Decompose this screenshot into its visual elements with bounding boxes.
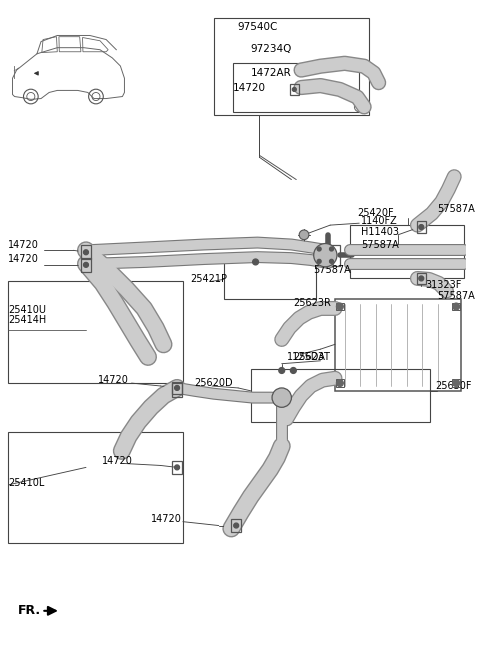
Bar (316, 244, 340, 266)
Bar (81, 258, 91, 271)
Circle shape (290, 368, 296, 373)
Text: 97540C: 97540C (237, 23, 277, 32)
Bar (290, 83, 299, 95)
Circle shape (84, 250, 88, 255)
Circle shape (419, 276, 424, 281)
Circle shape (330, 260, 334, 264)
Text: 57587A: 57587A (437, 291, 475, 301)
Bar (251, 369, 430, 422)
Text: 14720: 14720 (102, 455, 133, 466)
Circle shape (84, 262, 88, 267)
Circle shape (314, 244, 337, 267)
Circle shape (234, 523, 239, 528)
Bar (172, 382, 182, 394)
Circle shape (175, 386, 180, 390)
Circle shape (299, 230, 309, 240)
Text: H11403: H11403 (361, 227, 399, 237)
Bar (172, 383, 182, 397)
Bar (336, 302, 344, 310)
Text: 25623T: 25623T (293, 352, 330, 362)
Text: 57587A: 57587A (361, 240, 399, 249)
Bar (81, 245, 91, 259)
Text: 25421P: 25421P (191, 275, 228, 284)
Bar (335, 298, 461, 391)
Circle shape (292, 87, 296, 91)
Circle shape (453, 380, 459, 386)
Circle shape (317, 247, 321, 251)
Text: 1125DA: 1125DA (287, 352, 325, 362)
Text: 14720: 14720 (9, 254, 39, 264)
Text: 25630F: 25630F (435, 381, 471, 391)
Circle shape (252, 259, 258, 265)
Bar (417, 221, 426, 233)
Text: 31323F: 31323F (425, 280, 462, 290)
Text: 14720: 14720 (151, 514, 182, 524)
Text: 25620D: 25620D (194, 378, 233, 388)
Bar (417, 273, 426, 284)
Text: 25623R: 25623R (293, 298, 331, 307)
Text: 14720: 14720 (233, 83, 266, 92)
Bar (224, 260, 316, 298)
Circle shape (336, 380, 343, 386)
Bar (9, 432, 183, 543)
Bar (336, 379, 344, 387)
Bar (172, 461, 182, 474)
Text: 1472AR: 1472AR (251, 68, 291, 78)
Text: 97234Q: 97234Q (251, 44, 292, 54)
Text: 57587A: 57587A (437, 203, 475, 214)
Circle shape (272, 388, 291, 408)
Text: 14720: 14720 (97, 375, 129, 385)
Circle shape (317, 260, 321, 264)
Circle shape (336, 303, 343, 310)
Bar (231, 519, 241, 532)
Circle shape (419, 225, 424, 229)
Circle shape (175, 465, 180, 470)
Text: 25410L: 25410L (9, 478, 45, 488)
Bar (452, 302, 460, 310)
Text: 1140FZ: 1140FZ (361, 216, 398, 226)
Bar (214, 17, 369, 114)
Text: 25410U: 25410U (9, 306, 47, 315)
Circle shape (330, 247, 334, 251)
Text: 14720: 14720 (9, 240, 39, 249)
Text: 25420F: 25420F (357, 209, 394, 218)
Bar (452, 379, 460, 387)
Circle shape (279, 368, 285, 373)
Circle shape (453, 303, 459, 310)
Text: 25414H: 25414H (9, 315, 47, 325)
Text: 57587A: 57587A (313, 265, 350, 275)
Bar (9, 281, 183, 383)
Text: FR.: FR. (18, 604, 41, 618)
Bar (349, 225, 464, 278)
Bar (233, 63, 359, 112)
